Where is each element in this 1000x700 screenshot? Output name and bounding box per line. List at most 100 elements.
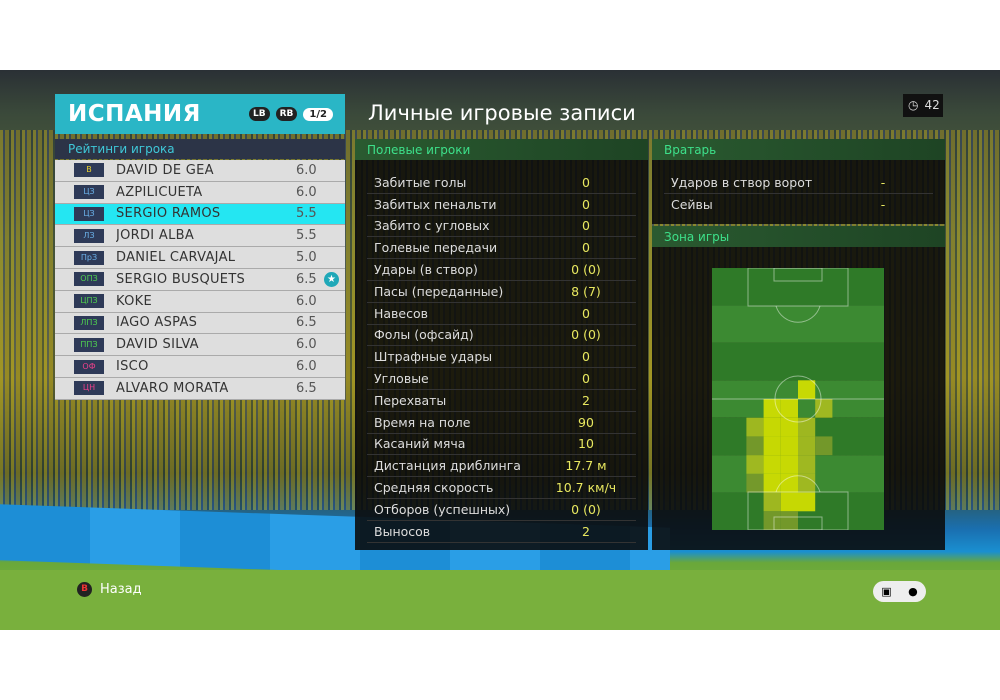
player-rating: 5.5 — [296, 228, 317, 244]
goalkeeper-header: Вратарь — [652, 139, 945, 160]
heatmap-cell — [763, 511, 781, 530]
stat-label: Забито с угловых — [374, 218, 490, 234]
stat-row: Ударов в створ ворот - — [664, 172, 933, 194]
position-badge: ОПЗ — [74, 272, 104, 287]
position-badge: В — [74, 163, 104, 178]
player-rating: 5.0 — [296, 250, 317, 266]
player-rating: 6.0 — [296, 293, 317, 309]
player-row[interactable]: ПрЗ DANIEL CARVAJAL 5.0 — [55, 247, 345, 269]
goalkeeper-stats-panel: Ударов в створ ворот - Сейвы - — [652, 160, 945, 224]
stat-value: 0 — [582, 305, 590, 321]
penalty-area-bottom — [747, 491, 849, 530]
timer: ◷ 42 — [903, 94, 943, 117]
page-indicator: 1/2 — [303, 107, 333, 121]
player-row[interactable]: ППЗ DAVID SILVA 6.0 — [55, 334, 345, 357]
stat-value: - — [880, 174, 886, 190]
stat-row: Угловые 0 — [367, 368, 636, 390]
stat-label: Время на поле — [374, 414, 471, 430]
penalty-arc-bottom — [775, 475, 821, 493]
heatmap-cell — [780, 399, 798, 418]
stat-value: 0 — [582, 371, 590, 387]
penalty-arc-top — [775, 305, 821, 323]
clock-icon: ◷ — [908, 98, 919, 112]
stat-row: Время на поле 90 — [367, 412, 636, 434]
stat-value: 0 (0) — [571, 262, 601, 278]
heatmap-cell — [746, 417, 764, 437]
zone-panel — [652, 247, 945, 550]
stat-row: Фолы (офсайд) 0 (0) — [367, 325, 636, 347]
stat-label: Ударов в створ ворот — [671, 174, 813, 190]
player-name: SERGIO BUSQUETS — [116, 271, 246, 287]
player-row[interactable]: ОПЗ SERGIO BUSQUETS 6.5 ★ — [55, 268, 345, 291]
player-row[interactable]: В DAVID DE GEA 6.0 — [55, 160, 345, 182]
player-name: AZPILICUETA — [116, 184, 203, 200]
player-name: ÁLVARO MORATA — [116, 380, 229, 396]
stat-row: Средняя скорость 10.7 км/ч — [367, 477, 636, 499]
player-row[interactable]: ЦПЗ KOKE 6.0 — [55, 290, 345, 313]
stat-label: Удары (в створ) — [374, 262, 478, 278]
player-rating: 6.5 — [296, 315, 317, 331]
pitch-stripe — [712, 268, 884, 306]
player-rating: 5.5 — [296, 206, 317, 222]
stat-label: Отборов (успешных) — [374, 501, 511, 517]
heatmap-cell — [798, 436, 816, 456]
stat-value: 0 (0) — [571, 327, 601, 343]
star-icon: ★ — [324, 271, 339, 287]
heatmap-cell — [746, 455, 764, 474]
rb-button[interactable]: RB — [275, 107, 298, 121]
pitch-stripe — [712, 305, 884, 343]
position-badge: ППЗ — [74, 337, 104, 352]
stat-row: Навесов 0 — [367, 303, 636, 325]
heatmap-cell — [798, 417, 816, 437]
team-name: ИСПАНИЯ — [68, 101, 201, 127]
heatmap-cell — [763, 417, 781, 437]
goal-area-top — [773, 268, 823, 282]
heatmap-cell — [763, 399, 781, 418]
stat-label: Дистанция дриблинга — [374, 458, 521, 474]
back-button[interactable]: B Назад — [77, 582, 142, 597]
stat-label: Выносов — [374, 523, 431, 539]
heatmap-cell — [763, 473, 781, 493]
player-row[interactable]: ЦН ÁLVARO MORATA 6.5 — [55, 377, 345, 400]
heatmap-cell — [763, 436, 781, 456]
chat-controls[interactable]: ▣ ● — [873, 581, 926, 602]
player-row[interactable]: ЛПЗ IAGO ASPAS 6.5 — [55, 312, 345, 335]
heatmap-cell — [763, 455, 781, 474]
stat-label: Фолы (офсайд) — [374, 327, 474, 343]
position-badge: ЦН — [74, 381, 104, 396]
player-name: DAVID SILVA — [116, 337, 199, 353]
stat-value: 0 (0) — [571, 501, 601, 517]
stat-row: Голевые передачи 0 — [367, 237, 636, 260]
stat-value: 10.7 км/ч — [555, 480, 617, 496]
rs-stick-icon[interactable]: ● — [908, 585, 918, 598]
lb-button[interactable]: LB — [249, 107, 270, 121]
stat-value: 2 — [582, 523, 590, 539]
player-row[interactable]: ОФ ISCO 6.0 — [55, 356, 345, 378]
stat-label: Забитые голы — [374, 174, 467, 190]
player-row[interactable]: ЦЗ SERGIO RAMOS 5.5 — [55, 203, 345, 226]
stat-row: Перехваты 2 — [367, 390, 636, 412]
stat-row: Забитых пенальти 0 — [367, 194, 636, 216]
heatmap-cell — [746, 473, 764, 493]
player-row[interactable]: ЛЗ JORDI ALBA 5.5 — [55, 225, 345, 248]
stat-row: Штрафные удары 0 — [367, 346, 636, 369]
zone-header: Зона игры — [652, 226, 945, 247]
penalty-area-top — [747, 268, 849, 307]
stat-label: Касаний мяча — [374, 436, 466, 452]
stat-label: Голевые передачи — [374, 240, 498, 256]
player-name: SERGIO RAMOS — [116, 206, 221, 222]
chat-icon[interactable]: ▣ — [881, 585, 892, 598]
position-badge: ЦЗ — [74, 206, 104, 221]
position-badge: ЦПЗ — [74, 294, 104, 309]
heatmap-cell — [815, 399, 833, 418]
player-name: ISCO — [116, 359, 149, 375]
stat-value: 0 — [582, 240, 590, 256]
heatmap-pitch — [712, 268, 884, 530]
stat-label: Сейвы — [671, 197, 713, 213]
player-name: KOKE — [116, 293, 152, 309]
field-stats-panel: Забитые голы 0 Забитых пенальти 0 Забито с у… — [355, 160, 648, 550]
player-row[interactable]: ЦЗ AZPILICUETA 6.0 — [55, 181, 345, 204]
position-badge: ОФ — [74, 359, 104, 374]
back-label: Назад — [100, 582, 142, 597]
stat-value: 0 — [582, 174, 590, 190]
